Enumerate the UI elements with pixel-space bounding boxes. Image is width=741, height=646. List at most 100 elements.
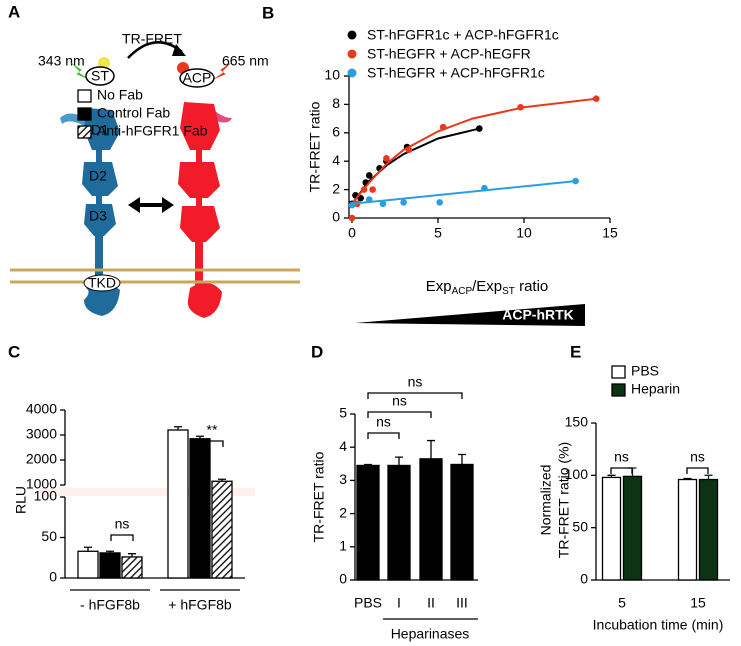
point bbox=[439, 123, 447, 131]
domain-label: TKD bbox=[88, 275, 116, 291]
panel-a: A TR-FRET 343 nm 665 nm ST ACP D1 D2 D3 … bbox=[8, 2, 300, 318]
bar bbox=[356, 464, 380, 581]
y-axis-label: TR-FRET ratio bbox=[311, 451, 327, 542]
y-tick-label: 100 bbox=[565, 466, 589, 482]
bar bbox=[77, 550, 99, 579]
acceptor-label: ACP bbox=[183, 70, 212, 86]
error-bar bbox=[704, 474, 713, 480]
x-tick-label: 5 bbox=[434, 225, 442, 241]
bar bbox=[677, 478, 698, 581]
tkd-tag bbox=[83, 274, 121, 292]
axis-break bbox=[40, 488, 255, 496]
fit-curve bbox=[351, 97, 597, 205]
significance-label: ns bbox=[115, 516, 130, 532]
y-tick-label: 1000 bbox=[26, 476, 57, 492]
panel-label: A bbox=[8, 2, 20, 21]
significance-label: ns bbox=[376, 414, 391, 430]
bar bbox=[419, 458, 443, 581]
point bbox=[360, 186, 368, 193]
bar bbox=[450, 463, 474, 581]
receptor-red bbox=[178, 102, 232, 318]
point bbox=[365, 196, 373, 203]
significance-label: ns bbox=[614, 449, 629, 465]
bar bbox=[601, 476, 622, 581]
y-tick-label: 4 bbox=[332, 152, 340, 168]
y-tick-label: 4 bbox=[339, 438, 347, 454]
error-bar bbox=[395, 456, 403, 466]
error-bar bbox=[174, 426, 182, 430]
significance-bracket bbox=[610, 467, 633, 474]
y-tick-label: 50 bbox=[41, 528, 57, 544]
arrow-head bbox=[128, 197, 140, 213]
y-tick-label: 3000 bbox=[26, 426, 57, 442]
x-axis-label: ExpACP/ExpST ratio bbox=[426, 278, 549, 297]
legend-swatch bbox=[611, 383, 626, 397]
x-axis-label-part: ratio bbox=[515, 278, 548, 295]
significance-bracket bbox=[367, 432, 400, 439]
y-tick-label: 8 bbox=[332, 95, 340, 111]
legend-swatch bbox=[77, 89, 92, 103]
y-tick-label: 10 bbox=[324, 67, 340, 83]
point bbox=[405, 146, 413, 154]
x-tick-label: - hFGF8b bbox=[80, 597, 140, 613]
significance-bracket bbox=[686, 467, 709, 474]
point bbox=[517, 103, 524, 111]
point bbox=[436, 199, 444, 206]
significance-label: ns bbox=[690, 449, 705, 465]
significance-label: ns bbox=[392, 393, 407, 409]
excitation-label: 343 nm bbox=[38, 53, 85, 69]
x-tick-label: II bbox=[427, 595, 435, 611]
legend-label: Heparin bbox=[631, 381, 680, 397]
legend-marker bbox=[347, 30, 357, 40]
point bbox=[383, 155, 390, 162]
y-tick-label: 100 bbox=[34, 488, 58, 504]
y-tick-label: 0 bbox=[49, 569, 57, 585]
point bbox=[475, 125, 483, 132]
x-tick-label: 15 bbox=[602, 225, 618, 241]
legend-label: Control Fab bbox=[97, 105, 170, 121]
y-tick-label: 0 bbox=[332, 209, 340, 225]
donor-label: ST bbox=[91, 68, 109, 84]
y-tick-label: 2 bbox=[339, 504, 347, 520]
error-bar bbox=[364, 463, 372, 466]
significance-bracket bbox=[200, 440, 224, 447]
significance-bracket bbox=[367, 411, 432, 418]
emission-label: 665 nm bbox=[222, 53, 269, 69]
y-tick-label: 2 bbox=[332, 180, 340, 196]
error-bar bbox=[427, 439, 435, 459]
x-tick-label: I bbox=[397, 595, 401, 611]
x-tick-label: 5 bbox=[618, 595, 626, 611]
point bbox=[592, 95, 600, 103]
legend-marker bbox=[347, 68, 357, 78]
emission-icon bbox=[212, 62, 232, 80]
point bbox=[572, 177, 579, 185]
x-axis-label-part: /Exp bbox=[472, 278, 502, 295]
donor-glow bbox=[98, 57, 110, 69]
bar bbox=[167, 429, 189, 579]
error-bar bbox=[196, 435, 204, 439]
legend-swatch bbox=[611, 365, 626, 379]
diagram-title: TR-FRET bbox=[122, 31, 182, 47]
point bbox=[348, 201, 356, 209]
domain-label: D2 bbox=[89, 168, 107, 184]
y-axis-label: TR-FRET ratio (%) bbox=[556, 442, 572, 558]
point bbox=[365, 172, 373, 179]
y-tick-label: 1 bbox=[339, 538, 347, 554]
panel-label: D bbox=[311, 342, 323, 361]
legend-label: ST-hFGFR1c + ACP-hFGFR1c bbox=[367, 27, 559, 43]
excitation-icon bbox=[70, 62, 90, 80]
significance-label: ns bbox=[408, 374, 423, 390]
panel-label: C bbox=[8, 342, 20, 361]
y-axis-label: Normalized bbox=[538, 465, 554, 536]
arrow-head bbox=[162, 197, 174, 213]
x-axis-label-part: ST bbox=[502, 286, 515, 297]
domain-label: D3 bbox=[89, 208, 107, 224]
significance-bracket bbox=[367, 392, 463, 399]
gradient-wedge bbox=[355, 304, 585, 326]
panel-label: B bbox=[262, 3, 274, 22]
error-bar bbox=[106, 550, 114, 553]
x-axis-label-part: ACP bbox=[452, 286, 473, 297]
group-label: Heparinases bbox=[391, 626, 470, 642]
error-bar bbox=[458, 453, 466, 465]
